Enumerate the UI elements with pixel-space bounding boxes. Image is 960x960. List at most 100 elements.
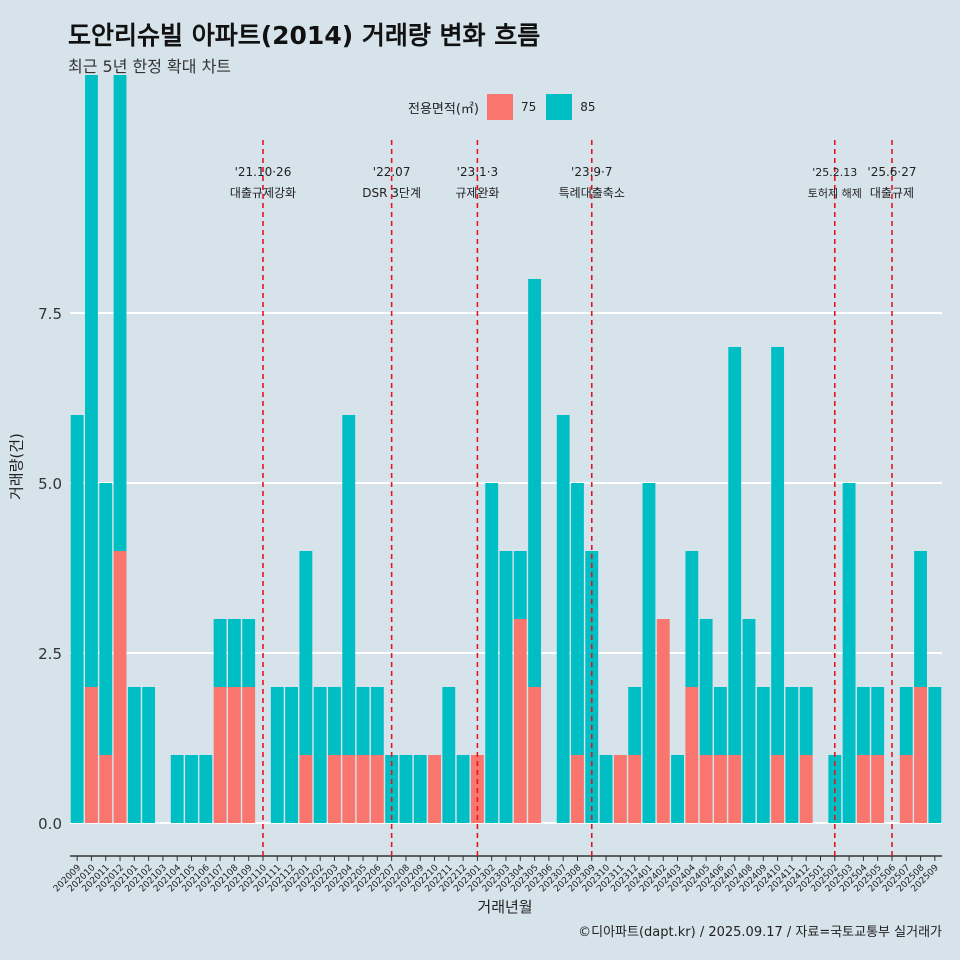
bar-85-202112	[285, 687, 299, 823]
legend-label-85: 85	[580, 100, 596, 114]
bar-85-202312	[628, 687, 642, 755]
bar-75-202406	[713, 755, 727, 823]
bar-75-202012	[113, 551, 127, 823]
bar-85-202206	[370, 687, 384, 755]
y-tick-label: 7.5	[38, 305, 62, 323]
bar-85-202505	[871, 687, 885, 755]
bar-85-202404	[685, 551, 699, 687]
bar-85-202009	[70, 415, 84, 823]
event-date-4: '25.2.13	[812, 166, 857, 179]
event-label-2: 규제완화	[455, 186, 499, 200]
bar-85-202304	[513, 551, 527, 619]
bar-85-202403	[671, 755, 684, 823]
chart-title: 도안리슈빌 아파트(2014) 거래량 변화 흐름	[68, 21, 541, 50]
bar-75-202410	[771, 755, 785, 823]
bar-75-202204	[342, 755, 356, 823]
bar-75-202107	[213, 687, 227, 823]
legend: 전용면적(㎡) 75 85	[408, 92, 606, 122]
bar-85-202204	[342, 415, 356, 755]
legend-swatch-85	[546, 94, 573, 120]
event-date-1: '22.07	[373, 165, 411, 179]
bar-85-202303	[499, 551, 513, 823]
bar-75-202504	[856, 755, 870, 823]
bar-85-202309	[585, 551, 599, 823]
bar-75-202108	[227, 687, 241, 823]
y-tick-label: 2.5	[38, 645, 62, 663]
legend-swatch-75	[486, 94, 513, 120]
bar-85-202101	[127, 687, 141, 823]
event-date-5: '25.6·27	[867, 165, 916, 179]
bar-75-202412	[799, 755, 813, 823]
bar-85-202307	[556, 415, 570, 823]
bar-75-202010	[85, 687, 98, 823]
bar-75-202109	[242, 687, 256, 823]
event-label-5: 대출규제	[870, 186, 914, 200]
bar-85-202411	[785, 687, 799, 823]
legend-label-75: 75	[520, 100, 537, 114]
bar-85-202405	[699, 619, 713, 755]
bar-85-202203	[328, 687, 341, 755]
x-axis-label: 거래년월	[477, 898, 533, 916]
bar-85-202401	[642, 483, 656, 823]
bar-85-202508	[914, 551, 927, 687]
bar-85-202202	[313, 687, 327, 823]
bar-75-202311	[613, 755, 627, 823]
bar-75-202505	[871, 755, 885, 823]
event-label-0: 대출규제강화	[230, 186, 296, 200]
event-date-2: '23.1·3	[457, 165, 498, 179]
bar-85-202111	[270, 687, 284, 823]
event-date-3: '23.9·7	[571, 165, 612, 179]
bar-85-202310	[599, 755, 613, 823]
bar-75-202203	[328, 755, 341, 823]
bar-85-202209	[413, 755, 427, 823]
bar-75-202407	[728, 755, 742, 823]
source-caption: ©디아파트(dapt.kr) / 2025.09.17 / 자료=국토교통부 실…	[578, 925, 942, 940]
bar-85-202406	[713, 687, 727, 755]
bar-85-202410	[771, 347, 785, 755]
bar-85-202106	[199, 755, 213, 823]
y-axis-label: 거래량(건)	[7, 433, 26, 500]
bar-85-202108	[227, 619, 241, 687]
chart-subtitle: 최근 5년 한정 확대 차트	[68, 57, 232, 76]
bar-75-202405	[699, 755, 713, 823]
bar-85-202407	[728, 347, 742, 755]
bar-75-202312	[628, 755, 642, 823]
event-label-3: 특례대출축소	[559, 186, 625, 200]
bar-85-202011	[99, 483, 113, 755]
bar-75-202011	[99, 755, 113, 823]
bar-75-202508	[914, 687, 927, 823]
bar-85-202105	[185, 755, 198, 823]
bar-85-202102	[142, 687, 156, 823]
bar-85-202205	[356, 687, 370, 755]
bar-85-202305	[528, 279, 542, 687]
event-label-1: DSR 3단계	[362, 186, 421, 200]
bar-85-202201	[299, 551, 313, 755]
bar-75-202402	[656, 619, 670, 823]
event-date-0: '21.10·26	[235, 165, 292, 179]
bar-85-202012	[113, 75, 127, 551]
bar-85-202212	[456, 755, 470, 823]
bar-85-202507	[899, 687, 913, 755]
bar-85-202504	[856, 687, 870, 755]
bar-75-202206	[370, 755, 384, 823]
legend-title: 전용면적(㎡)	[408, 101, 479, 117]
event-label-4: 토허제 해제	[808, 186, 862, 200]
y-tick-label: 5.0	[38, 475, 62, 493]
bar-75-202404	[685, 687, 699, 823]
bar-75-202205	[356, 755, 370, 823]
bar-85-202302	[485, 483, 499, 823]
bar-85-202503	[842, 483, 856, 823]
bar-75-202507	[899, 755, 913, 823]
bar-85-202412	[799, 687, 813, 755]
bar-85-202409	[756, 687, 770, 823]
bar-85-202208	[399, 755, 413, 823]
bar-75-202304	[513, 619, 527, 823]
bar-85-202104	[170, 755, 184, 823]
bar-85-202509	[928, 687, 942, 823]
bar-75-202308	[571, 755, 584, 823]
bar-85-202211	[442, 687, 456, 823]
bar-75-202305	[528, 687, 542, 823]
bar-85-202408	[742, 619, 756, 823]
